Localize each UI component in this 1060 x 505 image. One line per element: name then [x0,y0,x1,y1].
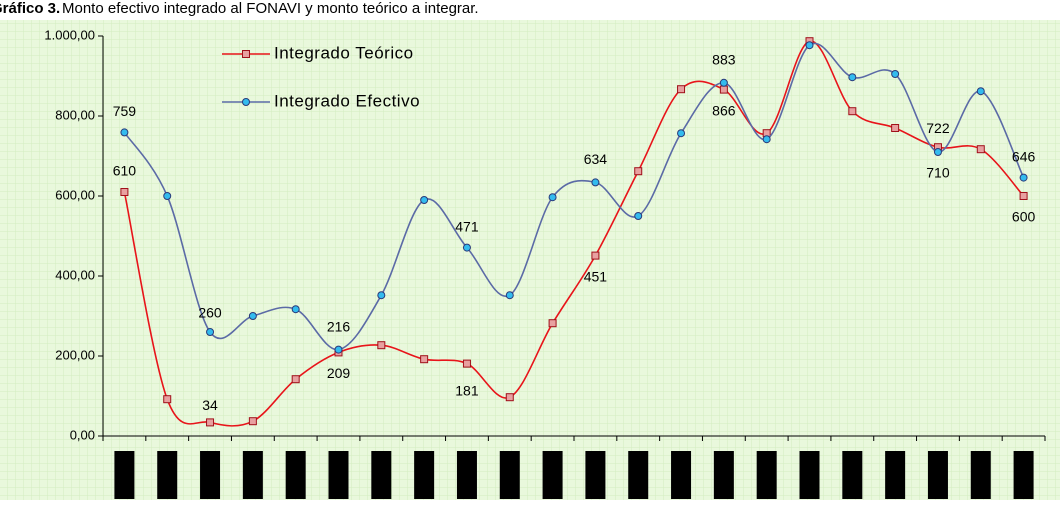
redacted-label [756,451,777,499]
redacted-label [799,451,820,499]
data-label: 216 [327,318,351,334]
data-label: 471 [455,218,479,234]
data-label: 34 [202,397,218,413]
point-marker [163,192,172,200]
point-marker [976,87,985,96]
redacted-label [285,451,306,499]
redacted-label [242,451,263,499]
redacted-label [542,451,563,499]
point-marker [120,188,129,196]
legend-label: Integrado Teórico [274,43,414,62]
data-label: 646 [1012,148,1036,164]
point-marker [548,193,557,202]
point-marker [505,291,514,300]
data-label: 209 [327,365,351,381]
redacted-label [842,451,863,499]
point-marker [1019,173,1028,182]
redacted-label [499,451,520,499]
data-label: 759 [113,103,137,119]
point-marker [677,85,686,94]
data-label: 634 [584,151,608,167]
point-marker [377,291,386,300]
data-label: 181 [455,382,479,398]
point-marker [462,359,471,368]
redacted-label [671,451,692,499]
y-tick-label: 600,00 [55,187,95,202]
redacted-label [927,451,948,499]
point-marker [976,145,985,154]
y-tick-label: 200,00 [55,347,95,362]
data-label: 866 [712,102,736,118]
redacted-label [200,451,221,499]
point-marker [420,196,429,204]
point-marker [505,393,514,402]
legend-marker [242,50,250,58]
redacted-label [371,451,392,499]
point-marker [677,129,686,138]
data-label: 722 [926,120,950,136]
redacted-label [713,451,734,499]
point-marker [1019,192,1028,200]
point-marker [933,148,942,156]
point-marker [848,107,857,116]
point-marker [891,70,900,78]
redacted-label [628,451,649,499]
point-marker [891,124,900,132]
redacted-label [1013,451,1034,499]
point-marker [591,178,600,187]
point-marker [334,345,343,354]
background [0,20,1060,500]
redacted-label [885,451,906,499]
chart-subtitle: Monto efectivo integrado al FONAVI y mon… [62,0,479,17]
point-marker [420,355,429,364]
point-marker [548,319,557,328]
point-marker [248,312,257,320]
point-marker [591,251,600,260]
data-label: 451 [584,268,608,284]
redacted-label [328,451,349,499]
point-marker [120,128,129,137]
data-label: 883 [712,52,736,68]
point-marker [206,328,215,336]
y-tick-label: 0,00 [70,427,95,442]
data-label: 260 [198,305,222,321]
redacted-label [585,451,606,499]
point-marker [634,167,643,176]
redacted-label [970,451,991,499]
series-line [123,42,1025,351]
data-label: 610 [113,163,137,179]
legend-label: Integrado Efectivo [274,91,420,110]
point-marker [377,341,386,350]
y-tick-label: 400,00 [55,267,95,282]
redacted-label [114,451,135,499]
redacted-label [157,451,178,499]
point-marker [848,73,857,82]
point-marker [291,305,300,314]
point-marker [248,417,257,426]
point-marker [163,395,172,404]
chart-title: Gráfico 3. [0,0,60,17]
point-marker [805,41,814,50]
data-label: 600 [1012,209,1036,225]
point-marker [462,243,471,252]
point-marker [719,78,728,87]
point-marker [291,375,300,384]
y-tick-label: 1.000,00 [44,27,95,42]
point-marker [719,85,728,94]
point-marker [634,212,643,220]
legend-marker [242,98,250,106]
point-marker [762,135,771,144]
y-tick-label: 800,00 [55,107,95,122]
redacted-label [414,451,435,499]
data-label: 710 [926,165,950,181]
point-marker [206,418,215,427]
redacted-label [456,451,477,499]
